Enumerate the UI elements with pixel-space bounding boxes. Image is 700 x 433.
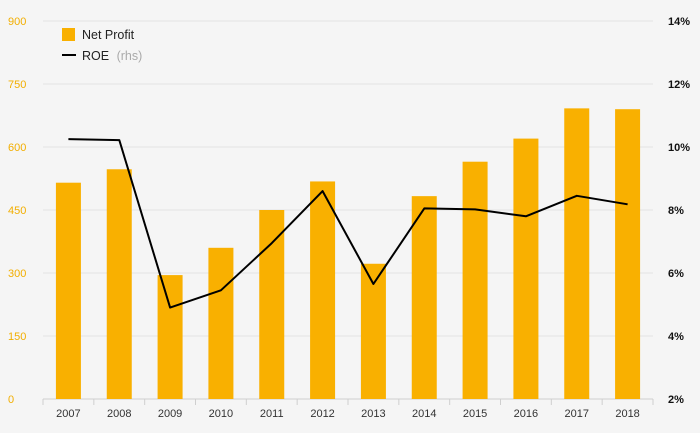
right-tick-label: 6% — [668, 268, 684, 280]
left-axis-ticks: 0 150 300 450 600 750 900 — [8, 16, 26, 406]
bar-net-profit — [310, 181, 336, 399]
bar-net-profit — [360, 263, 386, 399]
legend-roe-suffix: (rhs) — [117, 49, 143, 63]
x-tick-label: 2017 — [565, 408, 589, 420]
right-tick-label: 14% — [668, 16, 690, 28]
roe-line — [68, 138, 628, 309]
x-tick-label: 2011 — [260, 408, 284, 420]
right-tick-label: 4% — [668, 331, 684, 343]
left-tick-label: 900 — [8, 16, 26, 28]
x-axis-ticks: 2007 2008 2009 2010 2011 2012 2013 2014 2015 2016… — [42, 399, 654, 420]
x-tick-label: 2012 — [310, 408, 334, 420]
left-tick-label: 0 — [8, 394, 14, 406]
right-tick-label: 10% — [668, 142, 690, 154]
bar-net-profit — [615, 109, 641, 399]
right-axis-ticks: 2% 4% 6% 8% 10% 12% 14% — [668, 16, 690, 406]
bar-net-profit — [106, 169, 132, 399]
left-tick-label: 150 — [8, 331, 26, 343]
x-tick-label: 2010 — [209, 408, 233, 420]
legend: Net Profit ROE (rhs) — [62, 28, 142, 63]
x-tick-label: 2007 — [56, 408, 80, 420]
left-tick-label: 600 — [8, 142, 26, 154]
bar-net-profit — [411, 196, 437, 399]
left-tick-label: 300 — [8, 268, 26, 280]
bar-net-profit — [208, 247, 234, 399]
left-tick-label: 750 — [8, 79, 26, 91]
x-tick-label: 2018 — [615, 408, 639, 420]
bar-net-profit — [55, 182, 81, 399]
gridlines — [43, 20, 653, 400]
bar-net-profit — [157, 275, 183, 399]
legend-label-roe: ROE (rhs) — [82, 49, 142, 63]
bar-net-profit — [513, 138, 539, 399]
x-tick-label: 2014 — [412, 408, 436, 420]
legend-roe-text: ROE — [82, 49, 109, 63]
legend-label-net-profit: Net Profit — [82, 28, 135, 42]
right-tick-label: 12% — [668, 79, 690, 91]
left-tick-label: 450 — [8, 205, 26, 217]
bar-net-profit — [462, 161, 488, 399]
right-tick-label: 2% — [668, 394, 684, 406]
bar-net-profit — [564, 108, 590, 400]
x-tick-label: 2013 — [361, 408, 385, 420]
x-tick-label: 2009 — [158, 408, 182, 420]
x-tick-label: 2016 — [514, 408, 538, 420]
x-tick-label: 2008 — [107, 408, 131, 420]
x-tick-label: 2015 — [463, 408, 487, 420]
legend-swatch-net-profit — [62, 28, 75, 41]
bar-net-profit — [259, 210, 285, 399]
right-tick-label: 8% — [668, 205, 684, 217]
net-profit-bars — [55, 108, 641, 400]
